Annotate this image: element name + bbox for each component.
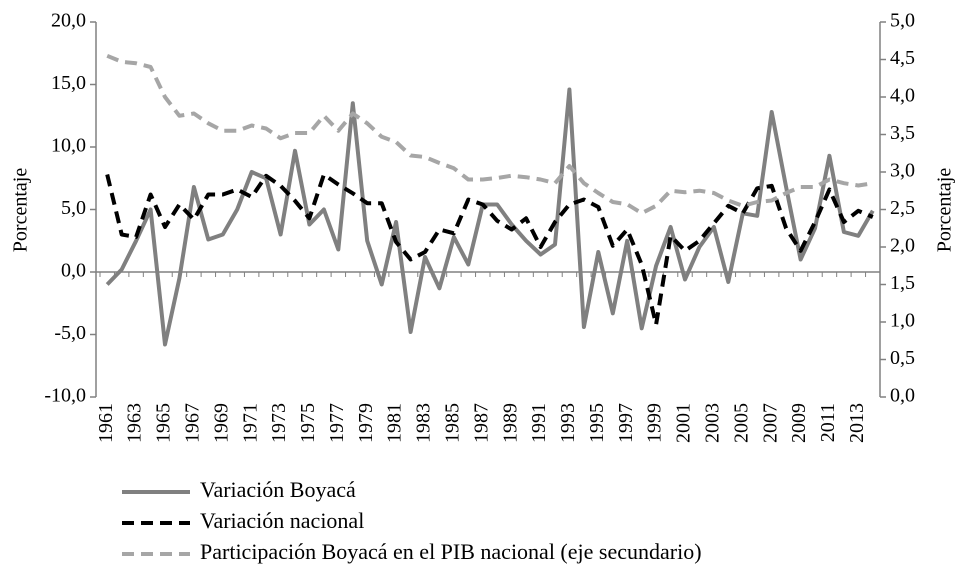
series-line: [105, 87, 875, 347]
x-tick-label: 1961: [95, 403, 117, 443]
y-tick-label: 5,0: [61, 197, 86, 219]
x-tick-label: 2003: [701, 403, 723, 443]
x-tick-label: 2013: [846, 403, 868, 443]
x-tick-label: 1989: [499, 403, 521, 443]
x-tick-label: 1969: [210, 403, 232, 443]
series-line: [106, 53, 874, 216]
x-tick-label: 1993: [557, 403, 579, 443]
y2-tick-label: 3,5: [890, 122, 915, 144]
y-tick-label: -5,0: [54, 322, 86, 344]
y2-axis-label: Porcentaje: [934, 168, 956, 253]
y2-tick-label: 0,5: [890, 347, 915, 369]
y-axis-label: Porcentaje: [10, 168, 32, 253]
x-tick-label: 2009: [788, 403, 810, 443]
x-tick-label: 2001: [673, 403, 695, 443]
y2-tick-label: 2,5: [890, 197, 915, 219]
y2-tick-label: 3,0: [890, 160, 915, 182]
x-tick-label: 2011: [817, 403, 839, 442]
y2-tick-label: 5,0: [890, 10, 915, 32]
x-tick-label: 1977: [326, 403, 348, 443]
x-tick-label: 1983: [413, 403, 435, 443]
y2-tick-label: 1,0: [890, 310, 915, 332]
x-tick-label: 2005: [730, 403, 752, 443]
x-tick-label: 1995: [586, 403, 608, 443]
y-tick-label: 20,0: [51, 10, 86, 32]
legend-label: Variación Boyacá: [200, 477, 356, 502]
x-tick-label: 2007: [759, 403, 781, 443]
y2-tick-label: 4,0: [890, 85, 915, 107]
x-tick-label: 1999: [644, 403, 666, 443]
y-tick-label: 15,0: [51, 72, 86, 94]
x-tick-label: 1985: [441, 403, 463, 443]
x-tick-label: 1967: [181, 403, 203, 443]
y2-tick-label: 2,0: [890, 235, 915, 257]
y-tick-label: 0,0: [61, 260, 86, 282]
x-tick-label: 1973: [268, 403, 290, 443]
x-tick-label: 1979: [355, 403, 377, 443]
x-tick-label: 1991: [528, 403, 550, 443]
x-tick-label: 1981: [384, 403, 406, 443]
x-tick-label: 1987: [470, 403, 492, 443]
x-tick-label: 1997: [615, 403, 637, 443]
legend-label: Participación Boyacá en el PIB nacional …: [200, 539, 702, 564]
y2-tick-label: 1,5: [890, 272, 915, 294]
y-tick-label: 10,0: [51, 135, 86, 157]
x-tick-label: 1963: [124, 403, 146, 443]
x-tick-label: 1975: [297, 403, 319, 443]
series-line: [105, 172, 874, 327]
y2-tick-label: 0,0: [890, 385, 915, 407]
x-tick-label: 1971: [239, 403, 261, 443]
y2-tick-label: 4,5: [890, 47, 915, 69]
x-tick-label: 1965: [153, 403, 175, 443]
legend-label: Variación nacional: [200, 508, 364, 533]
y-tick-label: -10,0: [44, 385, 86, 407]
